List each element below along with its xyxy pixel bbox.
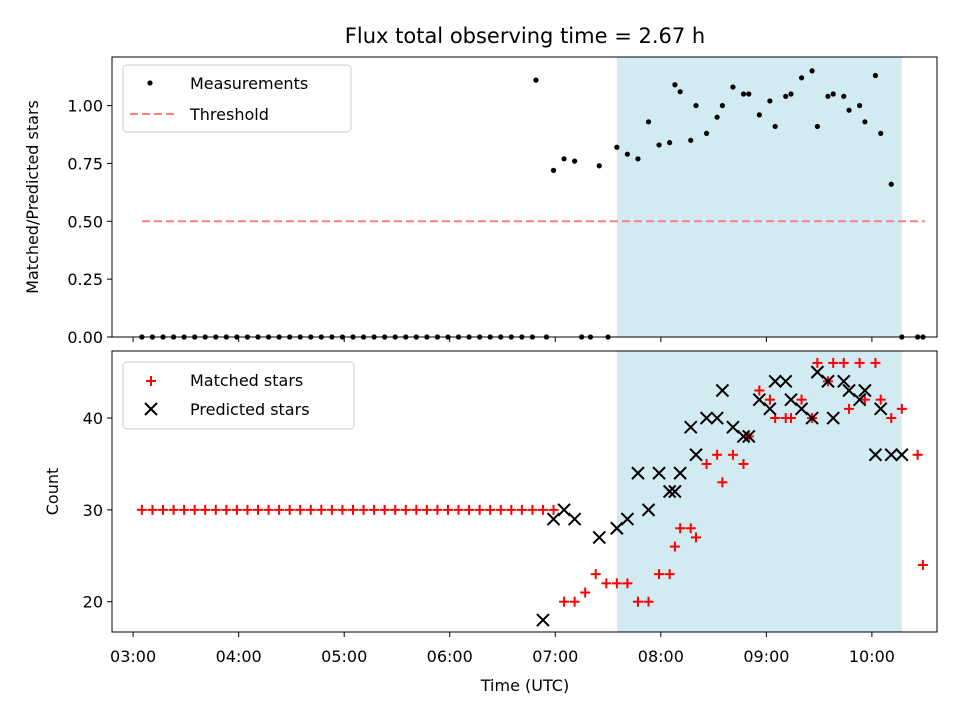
top-y-tick-label-0: 0.00	[67, 328, 103, 347]
legend-measurements-marker	[147, 80, 152, 85]
measurement-point	[767, 98, 772, 103]
top-y-tick-label-4: 1.00	[67, 97, 103, 116]
x-tick-label-2: 05:00	[321, 647, 367, 666]
x-tick-label-0: 03:00	[110, 647, 156, 666]
measurement-point	[533, 78, 538, 83]
measurement-point	[810, 68, 815, 73]
measurement-point	[672, 82, 677, 87]
measurement-point	[614, 145, 619, 150]
x-tick-label-5: 08:00	[638, 647, 684, 666]
measurement-point	[841, 94, 846, 99]
measurement-point	[667, 140, 672, 145]
chart-figure: Flux total observing time = 2.67 h 0.00 0…	[0, 0, 960, 720]
measurement-point	[741, 91, 746, 96]
measurement-point	[646, 119, 651, 124]
measurement-point	[678, 89, 683, 94]
x-tick-label-1: 04:00	[216, 647, 262, 666]
measurement-point	[815, 124, 820, 129]
measurement-point	[597, 163, 602, 168]
x-tick-label-7: 10:00	[849, 647, 895, 666]
measurement-point	[889, 182, 894, 187]
measurement-point	[878, 131, 883, 136]
legend-measurements-label: Measurements	[190, 74, 308, 93]
bottom-y-axis-label: Count	[43, 468, 62, 516]
measurement-point	[757, 112, 762, 117]
measurement-point	[873, 73, 878, 78]
bottom-y-tick-label-0: 20	[83, 593, 103, 612]
chart-title: Flux total observing time = 2.67 h	[345, 24, 705, 48]
x-tick-label-4: 07:00	[532, 647, 578, 666]
measurement-point	[825, 94, 830, 99]
measurement-point	[656, 142, 661, 147]
bottom-legend: Matched stars Predicted stars	[123, 362, 354, 429]
x-axis-label: Time (UTC)	[480, 676, 569, 695]
measurement-point	[715, 115, 720, 120]
measurement-point	[688, 138, 693, 143]
top-shaded-interval	[617, 57, 902, 337]
measurement-point	[746, 91, 751, 96]
x-tick-label-3: 06:00	[427, 647, 473, 666]
measurement-point	[693, 103, 698, 108]
top-y-axis-label: Matched/Predicted stars	[23, 100, 42, 294]
measurement-point	[862, 119, 867, 124]
measurement-point	[773, 124, 778, 129]
measurement-point	[730, 84, 735, 89]
measurement-point	[625, 152, 630, 157]
measurement-point	[799, 75, 804, 80]
measurement-point	[846, 108, 851, 113]
top-y-tick-label-2: 0.50	[67, 212, 103, 231]
top-legend: Measurements Threshold	[123, 65, 351, 132]
top-y-tick-label-1: 0.25	[67, 270, 103, 289]
x-tick-label-6: 09:00	[743, 647, 789, 666]
measurement-point	[857, 103, 862, 108]
measurement-point	[551, 168, 556, 173]
legend-predicted-label: Predicted stars	[190, 400, 310, 419]
measurement-point	[788, 91, 793, 96]
measurement-point	[635, 156, 640, 161]
top-y-tick-label-3: 0.75	[67, 154, 103, 173]
bottom-y-tick-label-1: 30	[83, 501, 103, 520]
measurement-point	[783, 94, 788, 99]
measurement-point	[720, 103, 725, 108]
bottom-y-tick-label-2: 40	[83, 409, 103, 428]
measurement-point	[704, 131, 709, 136]
legend-matched-label: Matched stars	[190, 371, 303, 390]
legend-threshold-label: Threshold	[189, 105, 269, 124]
measurement-point	[572, 159, 577, 164]
measurement-point	[831, 91, 836, 96]
measurement-point	[561, 156, 566, 161]
